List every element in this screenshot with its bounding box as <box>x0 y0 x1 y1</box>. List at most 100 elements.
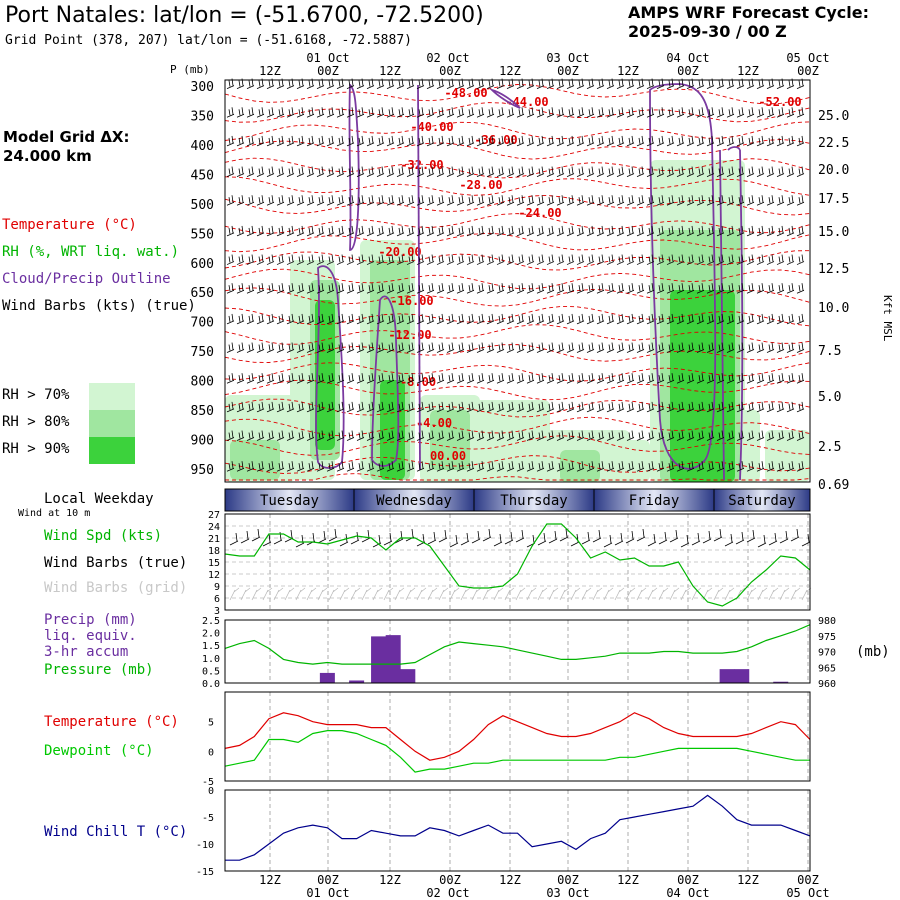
top-time-label: 12Z <box>379 64 401 78</box>
pressure-tick-label: 700 <box>191 316 214 331</box>
temperature-contour <box>224 232 811 253</box>
wind-tick-label: 24 <box>208 522 220 533</box>
wind-barb-row-800 <box>226 373 805 384</box>
temperature-contour <box>224 362 811 382</box>
windchill-label: Wind Chill T (°C) <box>44 824 188 840</box>
temperature-contour <box>224 287 811 307</box>
precip-bar <box>371 636 387 683</box>
wind-barb-row-950 <box>226 461 805 472</box>
temperature-label: Temperature (°C) <box>44 714 179 730</box>
temperature-contour <box>224 324 811 345</box>
kft-tick-label: 12.5 <box>818 262 849 277</box>
bottom-time-label: 12Z <box>259 873 281 887</box>
temperature-label: -40.00 <box>410 120 453 134</box>
weekday-label: Saturday <box>728 493 795 509</box>
precip-tick-label: 1.5 <box>202 641 220 652</box>
wind-barb-row-350 <box>226 107 805 118</box>
pressure-tick-label: 550 <box>191 227 214 242</box>
top-date-label: 04 Oct <box>666 51 709 65</box>
bottom-time-label: 00Z <box>317 873 339 887</box>
top-date-label: 03 Oct <box>546 51 589 65</box>
precip-tick-label: 1.0 <box>202 654 220 665</box>
pressure-tick-label: 965 <box>818 663 836 674</box>
kft-msl-axis-label: Kft MSL <box>881 295 894 342</box>
wind-barb-row-450 <box>226 166 805 177</box>
model-grid-label: Model Grid ΔX: <box>3 128 130 146</box>
temperature-label: -36.00 <box>474 133 517 147</box>
wind-barb-row-700 <box>226 313 805 325</box>
cloud-outline-2 <box>371 295 400 467</box>
rh-region-70-9 <box>765 430 810 482</box>
temp-tick-label: 0 <box>208 747 214 758</box>
precip-bar <box>400 669 416 683</box>
wind-tick-label: 9 <box>214 582 220 593</box>
temperature-label: -4.00 <box>416 416 452 430</box>
temperature-contour <box>224 435 811 456</box>
top-date-label: 05 Oct <box>786 51 829 65</box>
weekday-label: Thursday <box>500 493 567 509</box>
top-time-label: 00Z <box>797 64 819 78</box>
precip-frame <box>224 619 811 684</box>
temperature-label: -48.00 <box>444 86 487 100</box>
kft-tick-label: 10.0 <box>818 301 849 316</box>
temperature-label: -44.00 <box>505 95 548 109</box>
wind-barbs-grid-label: Wind Barbs (grid) <box>44 580 188 596</box>
chill-tick-label: -15 <box>196 867 214 878</box>
temperature-contour <box>224 268 811 290</box>
temperature-label: -20.00 <box>378 245 421 259</box>
top-time-label: 12Z <box>617 64 639 78</box>
dewpoint-label: Dewpoint (°C) <box>44 743 154 759</box>
grid-point-subtitle: Grid Point (378, 207) lat/lon = (-51.616… <box>5 33 412 48</box>
precip-tick-label: 2.0 <box>202 629 220 640</box>
weekday-label: Tuesday <box>260 493 319 509</box>
bottom-time-label: 12Z <box>379 873 401 887</box>
pressure-tick-label: 970 <box>818 648 836 659</box>
bottom-time-label: 00Z <box>677 873 699 887</box>
pressure-unit-label: (mb) <box>856 644 890 660</box>
local-weekday-label: Local Weekday <box>44 491 154 507</box>
rh-region-80-3 <box>230 440 280 480</box>
legend-rh90: RH > 90% <box>2 441 70 457</box>
kft-tick-label: 0.69 <box>818 478 849 493</box>
pressure-tick-label: 750 <box>191 345 214 360</box>
pressure-tick-label: 300 <box>191 80 214 95</box>
wind-barb-row-500 <box>226 195 805 206</box>
pressure-tick-label: 950 <box>191 463 214 478</box>
p-mb-label: P (mb) <box>170 63 210 76</box>
rh-region-90-2 <box>670 290 735 482</box>
temperature-series <box>224 712 811 761</box>
weekday-label: Wednesday <box>376 493 452 509</box>
pressure-tick-label: 975 <box>818 632 836 643</box>
temperature-contour <box>224 344 811 363</box>
wind-speed-series <box>224 523 811 607</box>
pressure-tick-label: 800 <box>191 375 214 390</box>
top-time-label: 12Z <box>737 64 759 78</box>
pressure-tick-label: 450 <box>191 168 214 183</box>
pressure-series <box>224 624 811 665</box>
bottom-time-label: 00Z <box>797 873 819 887</box>
temperature-contour <box>224 305 811 327</box>
temperature-contour <box>224 213 811 234</box>
forecast-cycle-label: AMPS WRF Forecast Cycle: <box>628 3 870 22</box>
wind-tick-label: 6 <box>214 594 220 605</box>
chill-tick-label: 0 <box>208 786 214 797</box>
legend-rh: RH (%, WRT liq. wat.) <box>2 244 180 260</box>
wind-tick-label: 15 <box>208 558 220 569</box>
forecast-cycle-value: 2025-09-30 / 00 Z <box>628 22 787 41</box>
temperature-label: -8.00 <box>400 375 436 389</box>
bottom-date-label: 05 Oct <box>786 886 829 900</box>
pressure-tick-label: 350 <box>191 109 214 124</box>
precip-bar <box>349 680 365 683</box>
temperature-label: -52.00 <box>758 95 801 109</box>
top-time-label: 00Z <box>677 64 699 78</box>
top-time-label: 00Z <box>557 64 579 78</box>
cloud-outline-4 <box>489 88 521 109</box>
legend-rh80: RH > 80% <box>2 414 70 430</box>
kft-tick-label: 20.0 <box>818 163 849 178</box>
temp-tick-label: 5 <box>208 718 214 729</box>
pressure-tick-label: 850 <box>191 404 214 419</box>
bottom-time-label: 00Z <box>557 873 579 887</box>
pressure-tick-label: 900 <box>191 434 214 449</box>
pressure-tick-label: 980 <box>818 616 836 627</box>
bottom-date-label: 04 Oct <box>666 886 709 900</box>
